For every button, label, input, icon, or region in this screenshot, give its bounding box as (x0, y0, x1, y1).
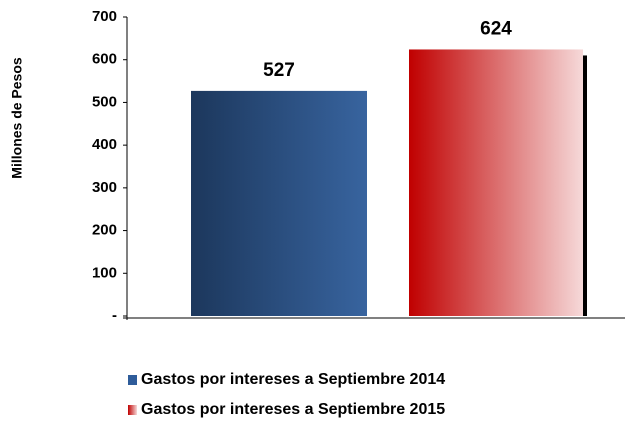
bar-shadow (583, 55, 587, 316)
bar (191, 90, 367, 316)
y-tick-label: 300 (92, 179, 117, 196)
y-axis-label: Millones de Pesos (9, 57, 25, 179)
legend-swatch (128, 375, 137, 385)
y-tick-label: 200 (92, 222, 117, 239)
y-tick-label: 700 (92, 8, 117, 25)
legend-label: Gastos por intereses a Septiembre 2015 (141, 401, 445, 418)
y-tick-label: 500 (92, 93, 117, 110)
legend-swatch (128, 405, 137, 415)
legend-label: Gastos por intereses a Septiembre 2014 (141, 371, 445, 388)
y-tick-label: 400 (92, 136, 117, 153)
legend: Gastos por intereses a Septiembre 2014 Ga… (128, 371, 445, 418)
bar (409, 49, 583, 316)
y-tick-label: - (112, 307, 117, 324)
y-tick-label: 100 (92, 264, 117, 281)
value-label: 527 (263, 60, 295, 81)
value-label: 624 (480, 18, 512, 39)
y-tick-label: 600 (92, 51, 117, 68)
